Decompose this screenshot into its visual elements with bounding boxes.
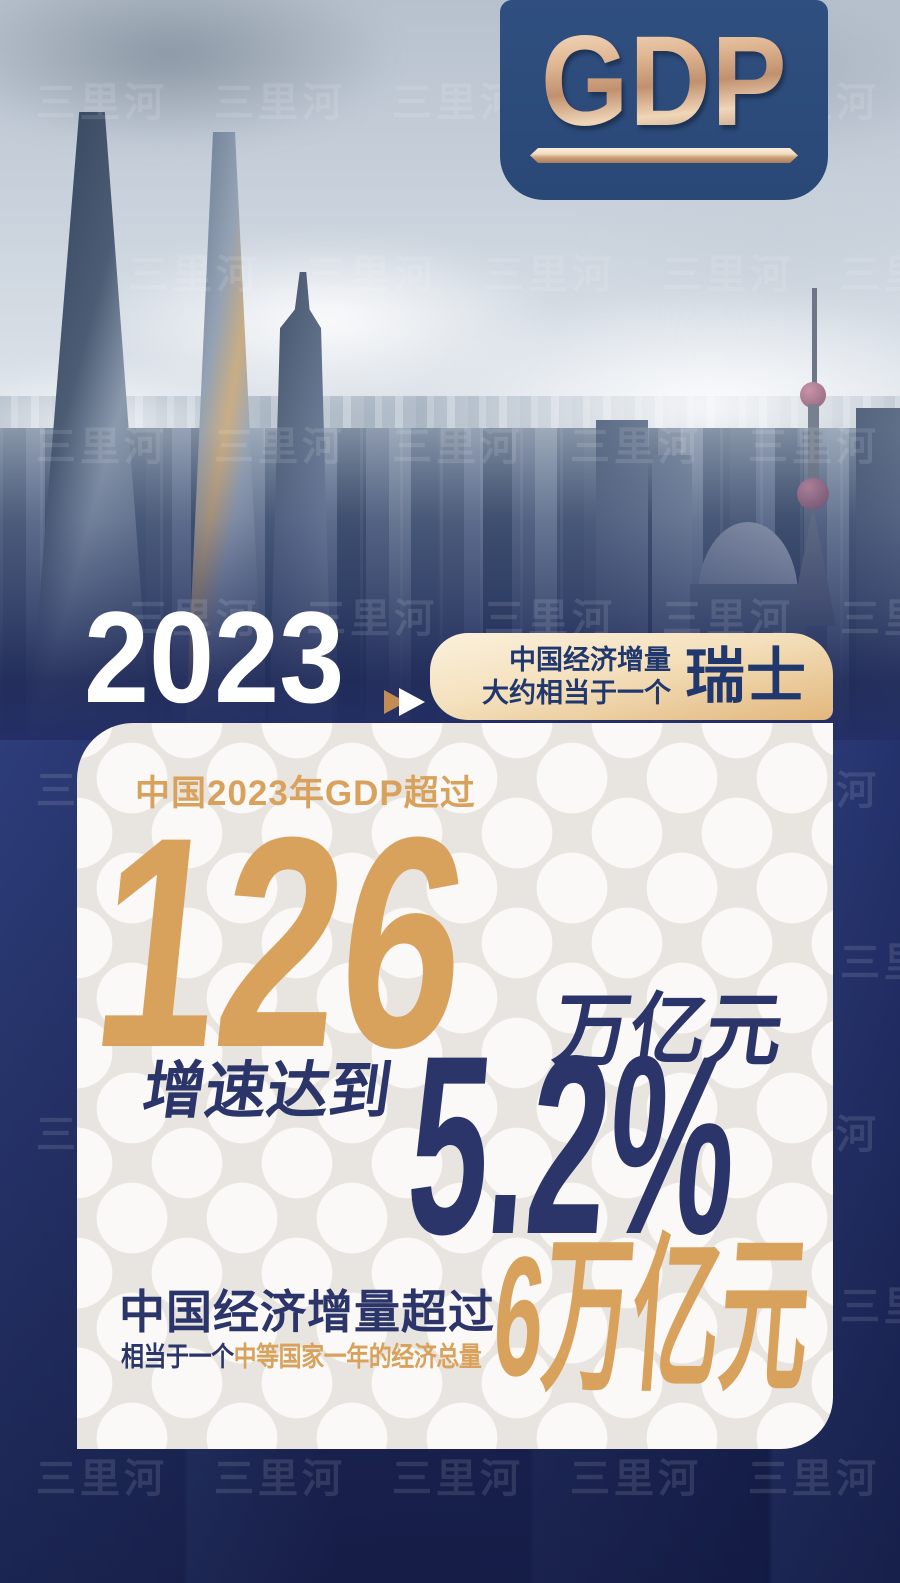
comparison-tag-line1: 中国经济增量 bbox=[509, 644, 671, 675]
card-headline: 中国2023年GDP超过 bbox=[135, 774, 476, 813]
increment-title: 中国经济增量超过 bbox=[119, 1286, 495, 1338]
comparison-country: 瑞士 bbox=[685, 642, 807, 710]
switzerland-comparison-tag: 中国经济增量 大约相当于一个 瑞士 bbox=[430, 633, 833, 720]
growth-label: 增速达到 bbox=[138, 1057, 397, 1126]
gdp-badge-title: GDP bbox=[540, 10, 788, 153]
year-label: 2023 bbox=[84, 584, 345, 730]
increment-note-prefix: 相当于一个 bbox=[121, 1342, 234, 1372]
gdp-badge: GDP bbox=[500, 0, 828, 200]
gdp-stats-card: 中国2023年GDP超过 126 万亿元 增速达到 5.2% 6万亿元 中国经济… bbox=[77, 723, 833, 1449]
arrow-right-icon bbox=[399, 688, 425, 716]
increment-note: 相当于一个中等国家一年的经济总量 bbox=[121, 1341, 545, 1373]
growth-value: 5.2% bbox=[399, 1003, 748, 1288]
gdp-badge-underline bbox=[530, 148, 798, 163]
comparison-tag-line2: 大约相当于一个 bbox=[482, 677, 671, 708]
comparison-tag-text: 中国经济增量 大约相当于一个 bbox=[482, 644, 671, 710]
increment-note-highlight: 中等国家一年的经济总量 bbox=[233, 1342, 482, 1372]
